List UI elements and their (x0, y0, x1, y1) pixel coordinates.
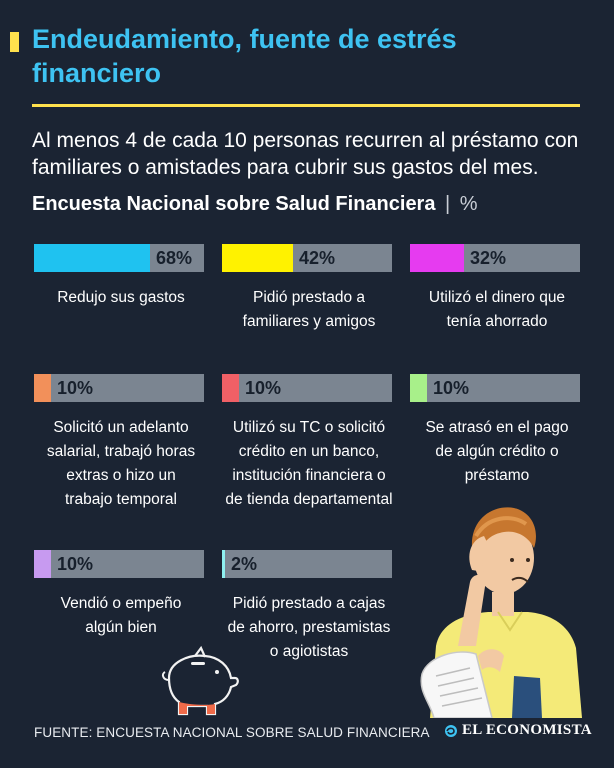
bar-value-label: 10% (57, 554, 94, 574)
survey-unit: % (459, 193, 478, 215)
bar-value-label: 32% (470, 248, 507, 268)
bar-item: 10% Utilizó su TC o solicitó crédito en u… (220, 374, 398, 512)
subtitle: Al menos 4 de cada 10 personas recurren … (32, 129, 579, 179)
bar-category-label: Utilizó el dinero que tenía ahorrado (428, 289, 566, 330)
bar-fill (34, 550, 51, 578)
stressed-person-illustration (420, 507, 582, 718)
bar-track: 68% (34, 244, 204, 272)
bar-item: 2% Pidió prestado a cajas de ahorro, pres… (220, 550, 398, 664)
bar-fill (222, 550, 225, 578)
bar-value-label: 42% (299, 248, 336, 268)
bar-track: 42% (222, 244, 392, 272)
bar-category-label: Pidió prestado a cajas de ahorro, presta… (227, 595, 391, 660)
bar-fill (34, 244, 150, 272)
bar-item: 42% Pidió prestado a familiares y amigos (220, 244, 398, 334)
title-accent-mark (10, 32, 19, 52)
bar-fill (410, 244, 464, 272)
survey-heading: Encuesta Nacional sobre Salud Financiera… (32, 193, 478, 216)
bar-category-label: Solicitó un adelanto salarial, trabajó h… (46, 419, 196, 508)
bar-track: 10% (34, 550, 204, 578)
bar-track: 32% (410, 244, 580, 272)
piggy-bank-illustration (161, 645, 239, 716)
bar-item: 32% Utilizó el dinero que tenía ahorrado (408, 244, 586, 334)
bar-item: 10% Vendió o empeño algún bien (32, 550, 210, 640)
bar-track: 10% (222, 374, 392, 402)
bar-value-label: 10% (57, 378, 94, 398)
bar-item: 10% Solicitó un adelanto salarial, trabaj… (32, 374, 210, 512)
bar-track: 2% (222, 550, 392, 578)
logo-text: EL ECONOMISTA (462, 722, 592, 738)
bar-category-label: Se atrasó en el pago de algún crédito o … (425, 419, 569, 484)
logo-swirl-icon (445, 724, 457, 737)
bar-fill (222, 374, 239, 402)
bar-category-label: Vendió o empeño algún bien (60, 595, 182, 636)
title-underline (32, 104, 580, 107)
bar-track: 10% (410, 374, 580, 402)
bar-item: 10% Se atrasó en el pago de algún crédito… (408, 374, 586, 488)
bar-value-label: 10% (433, 378, 470, 398)
chart-title: Endeudamiento, fuente de estrés financie… (32, 24, 457, 88)
bar-value-label: 10% (245, 378, 282, 398)
bar-value-label: 68% (156, 248, 193, 268)
bar-value-label: 2% (231, 554, 258, 574)
bar-fill (222, 244, 293, 272)
survey-separator: | (445, 193, 451, 215)
bar-category-label: Redujo sus gastos (57, 289, 185, 306)
bar-item: 68% Redujo sus gastos (32, 244, 210, 310)
source-note: FUENTE: ENCUESTA NACIONAL SOBRE SALUD FI… (34, 725, 430, 740)
bar-fill (34, 374, 51, 402)
bar-track: 10% (34, 374, 204, 402)
survey-name: Encuesta Nacional sobre Salud Financiera (32, 193, 436, 215)
bar-fill (410, 374, 427, 402)
bar-category-label: Pidió prestado a familiares y amigos (242, 289, 376, 330)
publisher-logo: EL ECONOMISTA (444, 722, 592, 739)
bar-category-label: Utilizó su TC o solicitó crédito en un b… (225, 419, 393, 508)
